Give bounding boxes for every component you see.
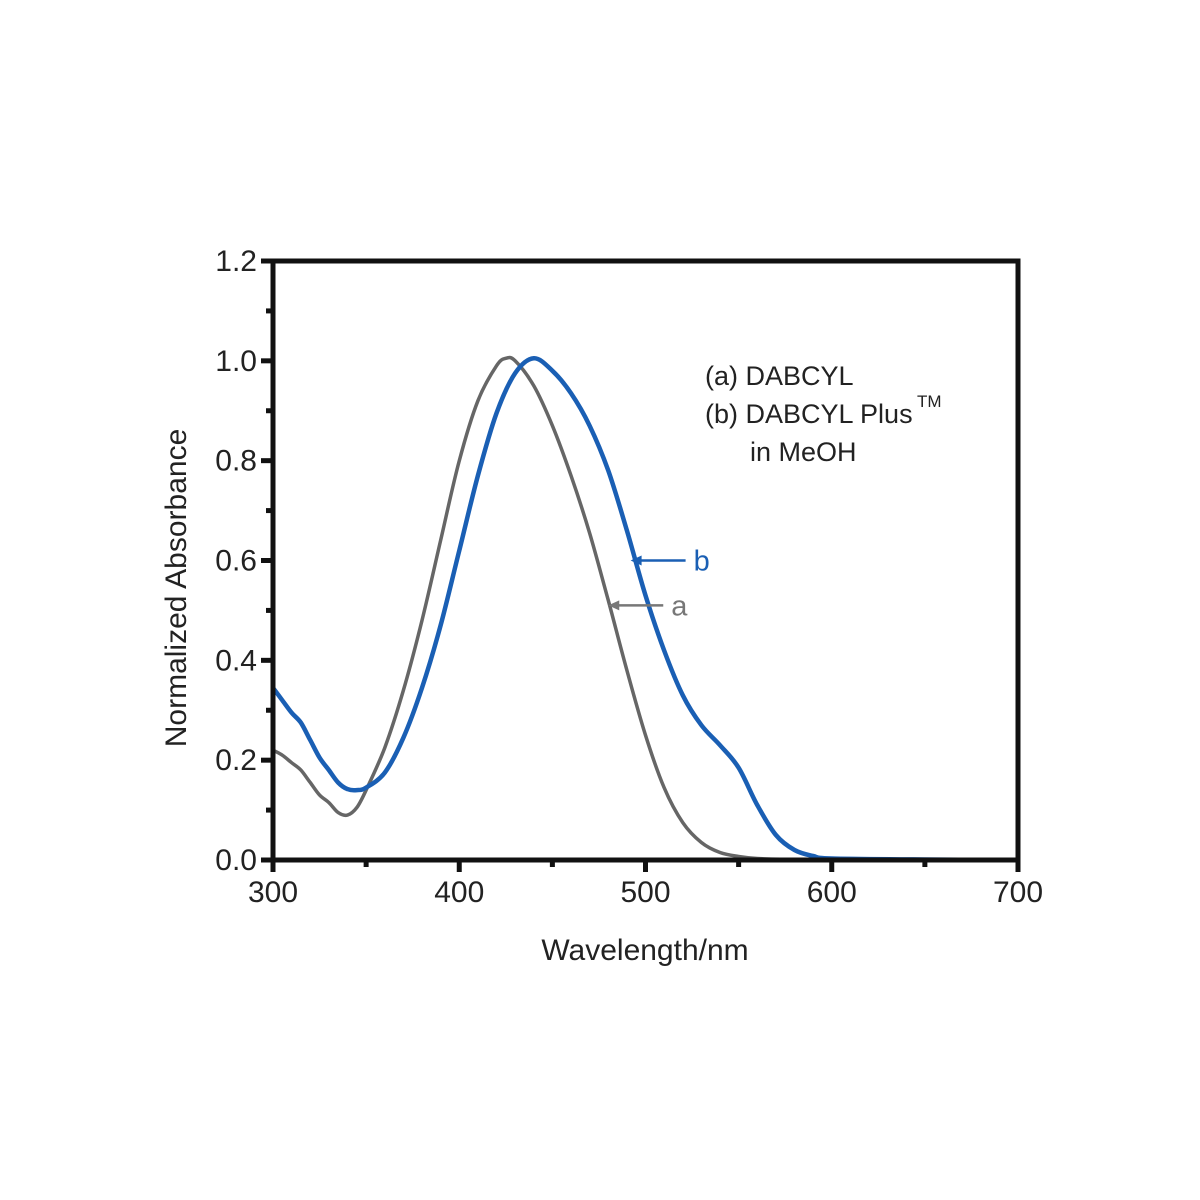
plot-frame <box>270 258 1021 863</box>
series-b-arrowhead <box>630 555 642 566</box>
x-tick-label: 600 <box>807 876 857 909</box>
x-tick-label: 500 <box>620 876 670 909</box>
y-tick-label: 0.4 <box>215 644 257 677</box>
y-tick-label: 0.8 <box>215 445 257 478</box>
series-a-line <box>271 355 1020 862</box>
series-tags: ab <box>608 546 710 622</box>
tick-labels: 300 400 500 600 700 0.0 0.2 0.4 0.6 0.8 1.0 1.2 <box>215 245 1043 909</box>
legend: (a) DABCYL (b) DABCYL Plus TM in MeOH <box>705 361 942 467</box>
y-tick-label: 0.6 <box>215 545 257 578</box>
series-a-tag: a <box>671 590 688 622</box>
y-tick-label: 1.0 <box>215 345 257 378</box>
x-tick-label: 400 <box>434 876 484 909</box>
series-a-arrowhead <box>608 600 620 611</box>
series-layer <box>270 355 1021 863</box>
x-tick-label: 300 <box>248 876 298 909</box>
y-tick-label: 0.0 <box>215 844 257 877</box>
y-axis-label: Normalized Absorbance <box>160 429 193 748</box>
legend-trademark: TM <box>917 392 942 411</box>
legend-line-solvent: in MeOH <box>750 437 857 467</box>
x-axis-label: Wavelength/nm <box>541 934 748 967</box>
y-tick-label: 1.2 <box>215 245 257 278</box>
x-tick-label: 700 <box>993 876 1043 909</box>
legend-line-b: (b) DABCYL Plus <box>705 399 913 429</box>
y-tick-label: 0.2 <box>215 744 257 777</box>
legend-line-a: (a) DABCYL <box>705 361 854 391</box>
series-b-tag: b <box>694 546 710 578</box>
series-b-line <box>270 356 1021 863</box>
